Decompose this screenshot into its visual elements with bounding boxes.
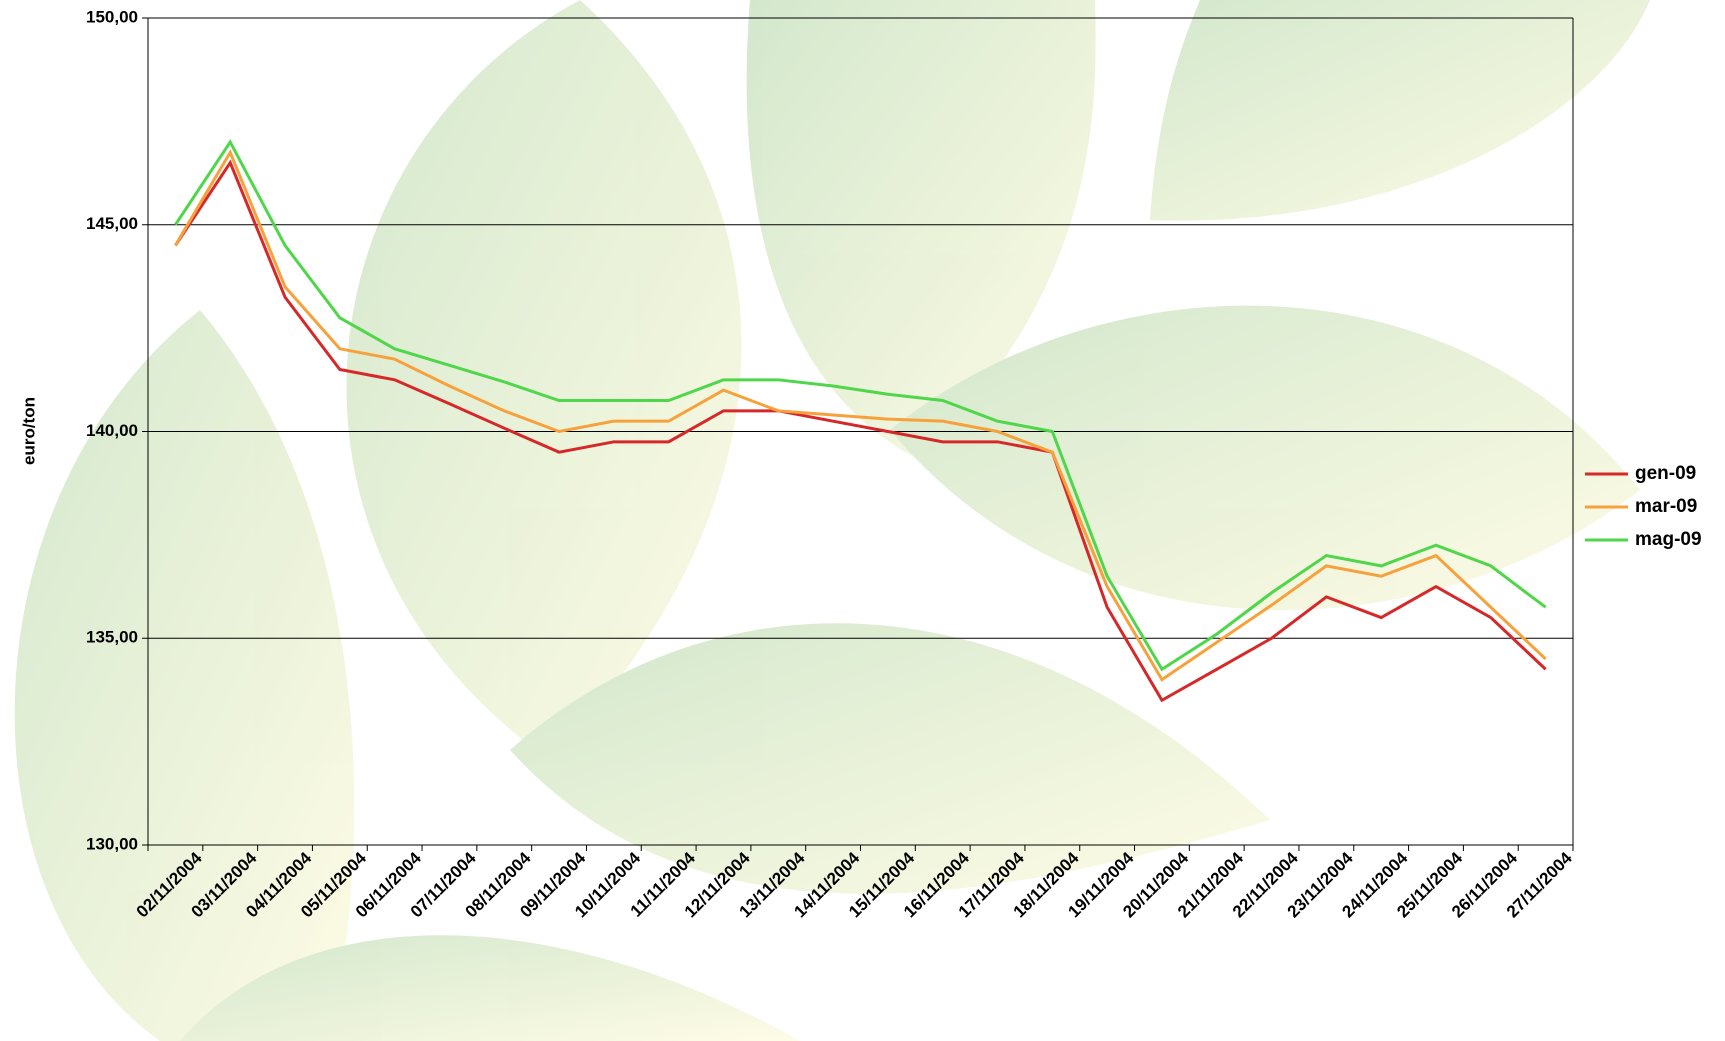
line-series [174,139,1547,672]
y-tick-label: 150,00 [86,7,138,26]
legend-label: gen-09 [1635,463,1696,484]
y-tick-label: 135,00 [86,628,138,647]
y-tick-label: 140,00 [86,421,138,440]
background-leaves [14,0,1650,1041]
y-tick-label: 130,00 [86,834,138,853]
line-series [174,159,1547,703]
y-tick-label: 145,00 [86,214,138,233]
legend-label: mar-09 [1635,496,1697,517]
y-axis-label: euro/ton [19,397,38,465]
line-series [174,149,1547,682]
legend-label: mag-09 [1635,529,1702,550]
